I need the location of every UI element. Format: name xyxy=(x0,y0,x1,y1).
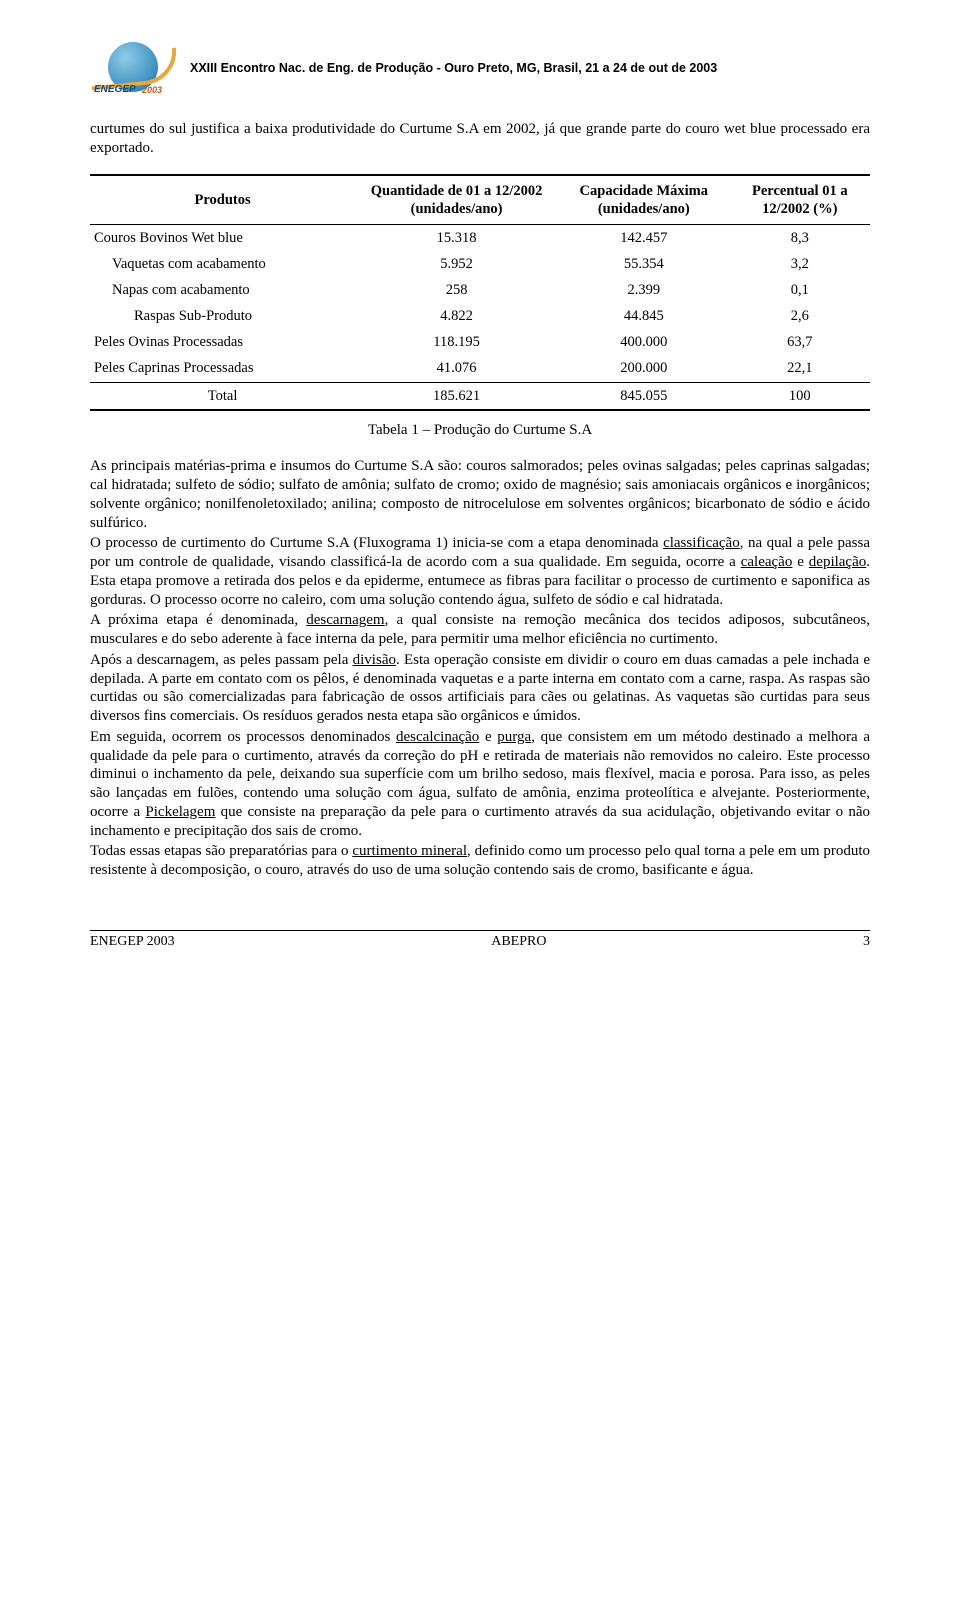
p6a: Todas essas etapas são preparatórias par… xyxy=(90,843,352,859)
p2c: e xyxy=(792,554,808,570)
paragraph-5: Em seguida, ocorrem os processos denomin… xyxy=(90,728,870,841)
cell: 845.055 xyxy=(558,382,730,410)
col-quantidade: Quantidade de 01 a 12/2002 (unidades/ano… xyxy=(355,175,558,225)
cell: 3,2 xyxy=(730,251,870,277)
table-row: Raspas Sub-Produto4.82244.8452,6 xyxy=(90,303,870,329)
table-row: Peles Caprinas Processadas41.076200.0002… xyxy=(90,355,870,382)
cell: 22,1 xyxy=(730,355,870,382)
cell: 15.318 xyxy=(355,224,558,251)
footer-left: ENEGEP 2003 xyxy=(90,933,175,951)
cell: 44.845 xyxy=(558,303,730,329)
u-pickelagem: Pickelagem xyxy=(145,804,215,820)
production-table: Produtos Quantidade de 01 a 12/2002 (uni… xyxy=(90,174,870,411)
logo-year: 2003 xyxy=(142,85,162,96)
conference-title: XXIII Encontro Nac. de Eng. de Produção … xyxy=(190,61,870,77)
cell: Peles Ovinas Processadas xyxy=(90,329,355,355)
p3a: A próxima etapa é denominada, xyxy=(90,612,306,628)
col-percentual: Percentual 01 a 12/2002 (%) xyxy=(730,175,870,225)
u-divisao: divisão xyxy=(353,652,396,668)
logo-text: ENEGEP xyxy=(94,84,136,97)
cell: Vaquetas com acabamento xyxy=(90,251,355,277)
paragraph-3: A próxima etapa é denominada, descarnage… xyxy=(90,611,870,649)
cell: 100 xyxy=(730,382,870,410)
cell: 400.000 xyxy=(558,329,730,355)
table-row: Couros Bovinos Wet blue15.318142.4578,3 xyxy=(90,224,870,251)
p5b: e xyxy=(479,729,497,745)
cell: Napas com acabamento xyxy=(90,277,355,303)
paragraph-2: O processo de curtimento do Curtume S.A … xyxy=(90,534,870,609)
cell: Total xyxy=(90,382,355,410)
footer-center: ABEPRO xyxy=(491,933,546,951)
para1-text: As principais matérias-prima e insumos d… xyxy=(90,458,870,530)
u-depilacao: depilação xyxy=(809,554,866,570)
cell: 2.399 xyxy=(558,277,730,303)
cell: 55.354 xyxy=(558,251,730,277)
enegep-logo: ENEGEP 2003 xyxy=(90,40,178,98)
cell: Peles Caprinas Processadas xyxy=(90,355,355,382)
paragraph-1: As principais matérias-prima e insumos d… xyxy=(90,457,870,532)
cell: 41.076 xyxy=(355,355,558,382)
page-header: ENEGEP 2003 XXIII Encontro Nac. de Eng. … xyxy=(90,40,870,98)
table-caption: Tabela 1 – Produção do Curtume S.A xyxy=(90,421,870,440)
table-row: Vaquetas com acabamento5.95255.3543,2 xyxy=(90,251,870,277)
intro-paragraph: curtumes do sul justifica a baixa produt… xyxy=(90,120,870,158)
cell: 5.952 xyxy=(355,251,558,277)
cell: 258 xyxy=(355,277,558,303)
cell: 118.195 xyxy=(355,329,558,355)
u-descalcinacao: descalcinação xyxy=(396,729,479,745)
cell: 2,6 xyxy=(730,303,870,329)
col-produtos: Produtos xyxy=(90,175,355,225)
cell: 8,3 xyxy=(730,224,870,251)
p2a: O processo de curtimento do Curtume S.A … xyxy=(90,535,663,551)
u-classificacao: classificação xyxy=(663,535,740,551)
u-purga: purga xyxy=(497,729,531,745)
cell: 0,1 xyxy=(730,277,870,303)
cell: 63,7 xyxy=(730,329,870,355)
cell: 4.822 xyxy=(355,303,558,329)
cell: 185.621 xyxy=(355,382,558,410)
u-caleacao: caleação xyxy=(741,554,793,570)
cell: Raspas Sub-Produto xyxy=(90,303,355,329)
cell: Couros Bovinos Wet blue xyxy=(90,224,355,251)
paragraph-6: Todas essas etapas são preparatórias par… xyxy=(90,842,870,880)
u-curtimento-mineral: curtimento mineral xyxy=(352,843,467,859)
paragraph-4: Após a descarnagem, as peles passam pela… xyxy=(90,651,870,726)
page-footer: ENEGEP 2003 ABEPRO 3 xyxy=(90,930,870,951)
table-total-row: Total185.621845.055100 xyxy=(90,382,870,410)
cell: 142.457 xyxy=(558,224,730,251)
table-row: Napas com acabamento2582.3990,1 xyxy=(90,277,870,303)
u-descarnagem: descarnagem xyxy=(306,612,384,628)
col-capacidade: Capacidade Máxima (unidades/ano) xyxy=(558,175,730,225)
p5a: Em seguida, ocorrem os processos denomin… xyxy=(90,729,396,745)
cell: 200.000 xyxy=(558,355,730,382)
table-row: Peles Ovinas Processadas118.195400.00063… xyxy=(90,329,870,355)
footer-right: 3 xyxy=(863,933,870,951)
p4a: Após a descarnagem, as peles passam pela xyxy=(90,652,353,668)
